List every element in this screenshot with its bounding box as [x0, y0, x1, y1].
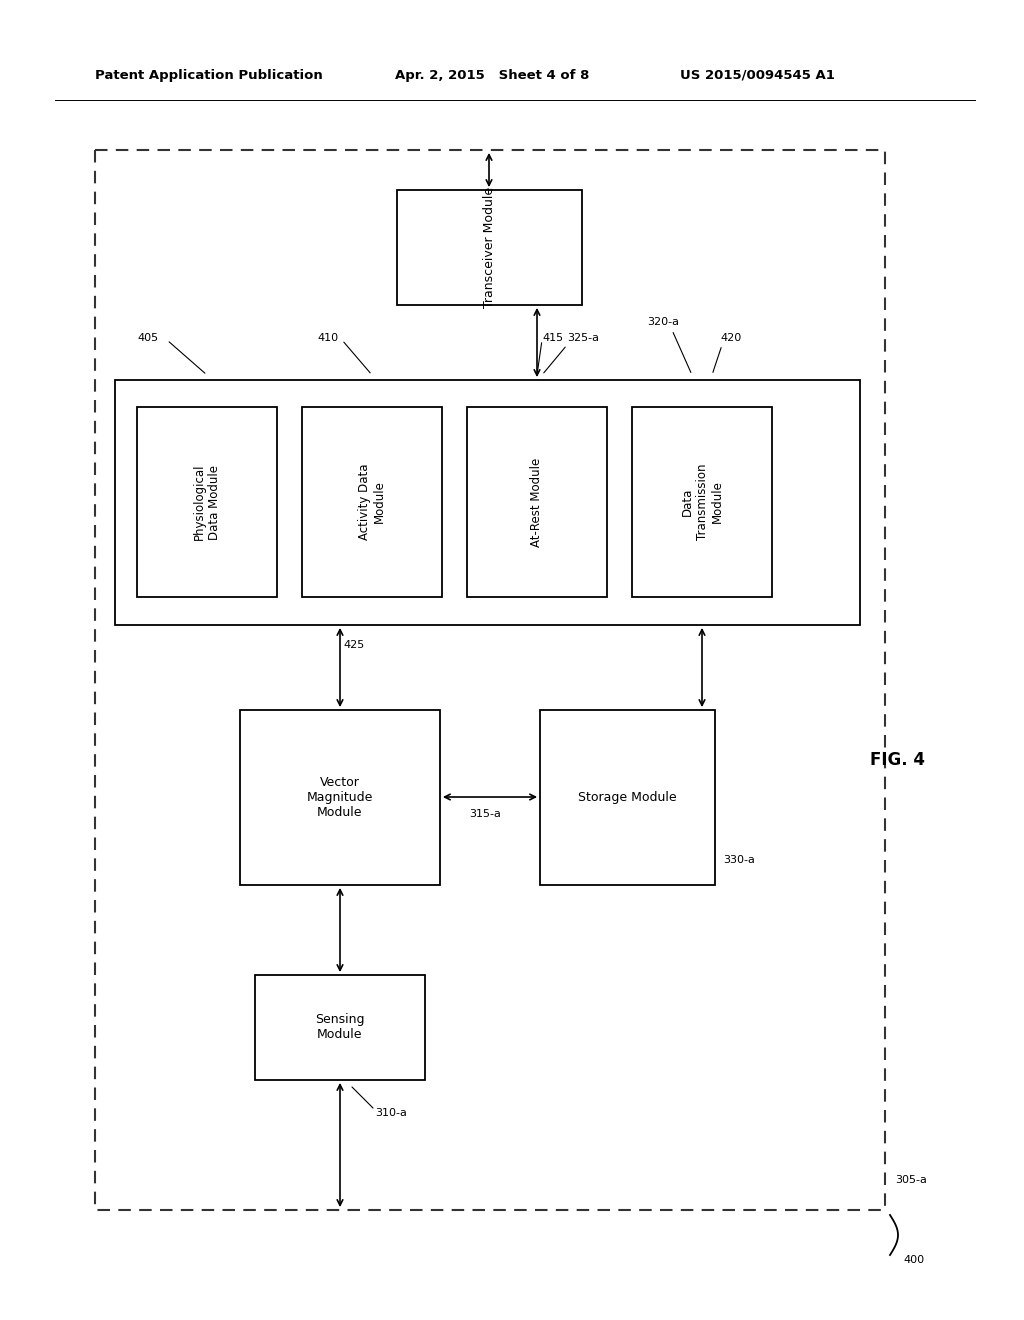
Text: Transceiver Module: Transceiver Module [483, 187, 496, 308]
Text: 405: 405 [137, 333, 158, 343]
Bar [137, 407, 278, 597]
Bar [632, 407, 772, 597]
Text: 325-a: 325-a [567, 333, 599, 343]
Text: Storage Module: Storage Module [579, 791, 677, 804]
Text: At-Rest Module: At-Rest Module [530, 457, 544, 546]
Bar [467, 407, 607, 597]
Text: Patent Application Publication: Patent Application Publication [95, 69, 323, 82]
Text: 320-a: 320-a [647, 317, 679, 327]
Text: Apr. 2, 2015   Sheet 4 of 8: Apr. 2, 2015 Sheet 4 of 8 [395, 69, 590, 82]
Bar [240, 710, 440, 884]
Text: 400: 400 [903, 1255, 924, 1265]
Text: Sensing
Module: Sensing Module [315, 1014, 365, 1041]
Text: 310-a: 310-a [375, 1107, 407, 1118]
Bar [95, 150, 885, 1210]
Text: 420: 420 [720, 333, 741, 343]
Text: 305-a: 305-a [895, 1175, 927, 1185]
Text: FIG. 4: FIG. 4 [870, 751, 925, 770]
Text: Vector
Magnitude
Module: Vector Magnitude Module [307, 776, 373, 818]
Bar [115, 380, 860, 624]
Bar [540, 710, 715, 884]
Text: Activity Data
Module: Activity Data Module [358, 463, 386, 540]
Text: Physiological
Data Module: Physiological Data Module [193, 463, 221, 540]
Text: Data
Transmission
Module: Data Transmission Module [681, 463, 724, 540]
Bar [255, 975, 425, 1080]
Text: 415: 415 [542, 333, 563, 343]
Text: 315-a: 315-a [469, 809, 501, 818]
Text: 410: 410 [317, 333, 338, 343]
Text: US 2015/0094545 A1: US 2015/0094545 A1 [680, 69, 835, 82]
Bar [302, 407, 442, 597]
Text: 425: 425 [343, 640, 365, 649]
Bar [397, 190, 582, 305]
Text: 330-a: 330-a [723, 855, 755, 865]
